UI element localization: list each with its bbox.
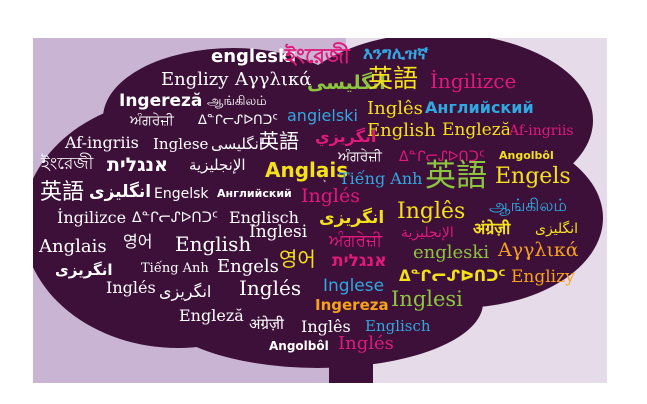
word-spanish-left: Inglés bbox=[106, 278, 156, 297]
word-japanese-4: 英語 bbox=[40, 180, 85, 205]
word-japanese-2: 英語 bbox=[259, 129, 299, 153]
word-engleski: engleski bbox=[211, 46, 297, 67]
word-ingereza: Ingereză bbox=[119, 91, 203, 111]
word-turkish: İngilizce bbox=[57, 208, 127, 227]
word-ingereza-2: Ingereza bbox=[315, 296, 389, 314]
word-german-2: Englisch bbox=[365, 317, 431, 335]
word-portuguese-mid: Inglês bbox=[397, 199, 466, 224]
word-somali-top: Af-ingriis bbox=[509, 123, 574, 139]
word-english: English bbox=[175, 232, 252, 256]
word-punjabi-3: ਅੰਗਰੇਜ਼ੀ bbox=[329, 231, 383, 251]
word-somali: Af-ingriis bbox=[65, 133, 139, 152]
word-spanish-2: Inglés bbox=[239, 276, 302, 300]
word-engleski-2: engleski bbox=[413, 242, 490, 263]
word-punjabi-top: ਅੰਗਰੇਜ਼ੀ bbox=[130, 113, 174, 129]
word-greek-2: Αγγλικά bbox=[498, 239, 579, 261]
word-german: Englisch bbox=[229, 208, 299, 227]
word-punjabi-2: ਅੰਗਰੇਜ਼ੀ bbox=[338, 149, 382, 165]
word-amharic: እንግሊዝኛ bbox=[363, 44, 429, 64]
word-hindi: अंग्रेज़ी bbox=[473, 219, 511, 238]
tree-trunk bbox=[329, 278, 373, 383]
word-hebrew: אנגלית bbox=[107, 154, 168, 176]
word-englizy: Englizy bbox=[161, 69, 229, 90]
word-kurdish: انگلیزی bbox=[89, 182, 152, 202]
word-japanese-top: 英語 bbox=[368, 64, 419, 93]
word-kurdish-2: انگلیزی bbox=[535, 221, 579, 237]
word-spanish-bottom: Inglés bbox=[338, 333, 394, 354]
word-persian-2: انگلیسی bbox=[211, 135, 264, 153]
word-persian: انگلیسی bbox=[307, 72, 386, 94]
word-inuktitut-4: ᐃᓐᒋᓕᔑᐅᑎᑐᑦ bbox=[399, 267, 506, 285]
word-urdu: انگریزی bbox=[55, 261, 113, 279]
word-pashto: انگريزي bbox=[315, 127, 377, 146]
word-italian-2: Inglese bbox=[323, 276, 385, 296]
word-hindi-2: अंग्रेज़ी bbox=[249, 315, 284, 333]
word-inuktitut-2: ᐃᓐᒋᓕᔑᐅᑎᑐᑦ bbox=[399, 149, 485, 165]
word-japanese-3: 英語 bbox=[425, 158, 487, 194]
word-portuguese: Inglês bbox=[301, 317, 351, 336]
tree-canopy-bottom bbox=[153, 238, 483, 368]
word-english-top: English bbox=[367, 120, 436, 141]
word-korean: 영어 bbox=[123, 232, 153, 251]
word-albanian: Inglesi bbox=[249, 222, 308, 242]
word-tamil: ஆங்கிலம் bbox=[207, 94, 267, 109]
word-arabic: الإنجليزية bbox=[189, 156, 246, 174]
word-korean-2: 영어 bbox=[279, 247, 316, 271]
word-spanish-mid: Inglés bbox=[301, 185, 360, 207]
language-tree-illustration: engleski ইংরেজী እንግሊዝኛ Englizy Αγγλικά ا… bbox=[33, 38, 607, 383]
word-urdu-2: انگریزی bbox=[159, 282, 212, 301]
word-inuktitut-3: ᐃᓐᒋᓕᔑᐅᑎᑐᑦ bbox=[132, 210, 218, 226]
word-greek: Αγγλικά bbox=[235, 69, 312, 90]
word-hebrew-2: אנגלית bbox=[332, 251, 387, 271]
word-vietnamese-2: Tiếng Anh bbox=[141, 261, 209, 276]
word-angolbol: Angolbôl bbox=[269, 339, 329, 353]
word-dutch: Engels bbox=[495, 164, 571, 189]
word-angolbol-top: Angolbôl bbox=[499, 149, 554, 162]
word-portuguese-top: Inglês bbox=[367, 98, 423, 119]
word-italian: Inglese bbox=[153, 135, 209, 153]
word-tamil-2: ஆங்கிலம் bbox=[489, 196, 568, 216]
word-danish: Engelsk bbox=[154, 186, 209, 202]
word-arabic-2: الإنجليزية bbox=[401, 225, 454, 241]
word-romanian: Engleză bbox=[179, 306, 244, 325]
word-turkish-top: İngilizce bbox=[430, 69, 517, 93]
word-romanian-top: Engleză bbox=[442, 120, 511, 140]
word-russian-top: Английский bbox=[425, 98, 534, 117]
word-french-top: Anglais bbox=[265, 158, 349, 182]
word-russian: Английский bbox=[217, 187, 292, 200]
word-dutch-2: Engels bbox=[217, 256, 279, 277]
word-polish: angielski bbox=[287, 106, 358, 125]
word-pashto-2: انگریزی bbox=[319, 208, 385, 228]
word-vietnamese: Tiếng Anh bbox=[339, 169, 423, 188]
word-inuktitut-top: ᐃᓐᒋᓕᔑᐅᑎᑐᑦ bbox=[198, 113, 278, 128]
word-bengali-2: ইংরেজী bbox=[41, 154, 94, 174]
word-bengali: ইংরেজী bbox=[285, 44, 350, 68]
word-albanian-2: Inglesi bbox=[391, 287, 463, 311]
word-french: Anglais bbox=[39, 236, 107, 257]
word-englizy-2: Englizy bbox=[511, 267, 575, 287]
